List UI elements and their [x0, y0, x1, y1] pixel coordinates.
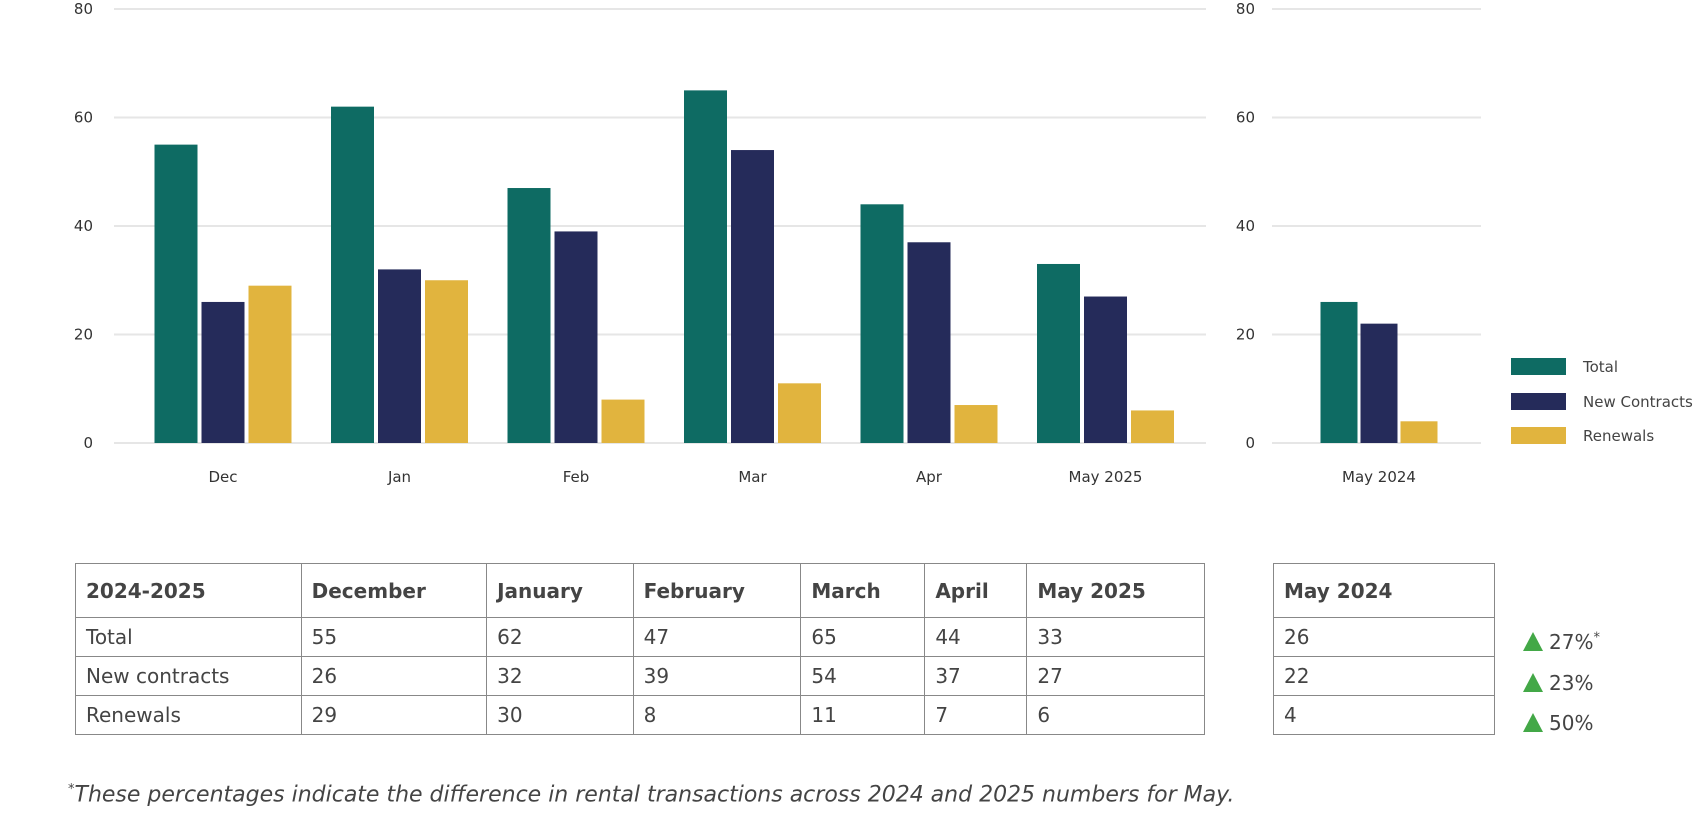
bar-new-contracts	[378, 269, 421, 443]
table-row: Total 55 62 47 65 44 33	[75, 617, 1205, 657]
table-cell: 33	[1026, 617, 1205, 657]
table-cell: 6	[1026, 695, 1205, 735]
footnote: *These percentages indicate the differen…	[68, 782, 1234, 807]
legend-label: Renewals	[1583, 427, 1654, 445]
x-tick-label: Apr	[916, 468, 943, 486]
table-header-row: 2024-2025 December January February March Apr…	[75, 563, 1205, 618]
column-header: April	[924, 563, 1028, 618]
table-row: New contracts 26 32 39 54 37 27	[75, 656, 1205, 696]
bar-new-contracts	[1360, 323, 1398, 443]
y-tick-label: 20	[1236, 326, 1255, 344]
x-tick-label: May 2024	[1342, 468, 1416, 486]
change-value: 27%	[1549, 630, 1594, 654]
table-cell: 44	[924, 617, 1028, 657]
column-header: March	[800, 563, 926, 618]
up-arrow-icon	[1523, 632, 1543, 651]
y-tick-label: 60	[74, 109, 93, 127]
table-cell: 26	[300, 656, 488, 696]
table-cell: 11	[800, 695, 926, 735]
table-cell: 30	[486, 695, 634, 735]
bar-new-contracts	[201, 301, 245, 443]
may-2024-new-contracts: 22	[1273, 656, 1495, 696]
y-tick-label: 0	[83, 434, 93, 452]
x-tick-label: Jan	[387, 468, 411, 486]
y-tick-label: 40	[74, 217, 93, 235]
bar-chart: 0 20 40 60 80 Dec Jan Feb Mar Apr May 2025 0 20 40 60 8…	[74, 0, 1693, 486]
footnote-mark: *	[68, 782, 75, 797]
legend-swatch	[1511, 393, 1566, 410]
legend-swatch	[1511, 427, 1566, 444]
bar-renewals	[248, 285, 292, 443]
change-total: 27%*	[1523, 630, 1600, 654]
bar-total	[860, 204, 904, 443]
change-renewals: 50%	[1523, 711, 1593, 735]
table-cell: 37	[924, 656, 1028, 696]
row-label: Total	[75, 617, 302, 657]
data-table: 2024-2025 December January February March Apr…	[75, 563, 1205, 735]
y-tick-label: 80	[74, 0, 93, 18]
table-cell: 29	[300, 695, 488, 735]
table-cell: 65	[800, 617, 926, 657]
bar-total	[684, 90, 727, 443]
x-tick-label: Mar	[738, 468, 767, 486]
table-cell: 8	[632, 695, 802, 735]
bar-renewals	[425, 280, 468, 443]
may-2024-total: 26	[1273, 617, 1495, 657]
bar-total	[331, 106, 374, 444]
table-cell: 55	[300, 617, 488, 657]
table-cell: 27	[1026, 656, 1205, 696]
table-cell: 39	[632, 656, 802, 696]
table-cell: 32	[486, 656, 634, 696]
column-header: 2024-2025	[75, 563, 302, 618]
bar-total	[154, 144, 198, 443]
change-value: 23%	[1549, 671, 1594, 695]
column-header: February	[632, 563, 802, 618]
table-cell: 7	[924, 695, 1028, 735]
bar-total	[1320, 301, 1358, 443]
y-tick-label: 0	[1245, 434, 1255, 452]
change-value: 50%	[1549, 711, 1594, 735]
legend-label: New Contracts	[1583, 393, 1693, 411]
up-arrow-icon	[1523, 673, 1543, 692]
bar-renewals	[954, 405, 998, 443]
change-new-contracts: 23%	[1523, 671, 1593, 695]
legend-label: Total	[1582, 358, 1618, 376]
bar-new-contracts	[907, 242, 951, 443]
column-header: January	[486, 563, 634, 618]
y-tick-label: 20	[74, 326, 93, 344]
row-label: New contracts	[75, 656, 302, 696]
bar-renewals	[778, 383, 821, 443]
may-2024-header: May 2024	[1273, 563, 1495, 618]
x-tick-label: Dec	[208, 468, 237, 486]
bar-total	[1037, 263, 1080, 443]
y-tick-label: 60	[1236, 109, 1255, 127]
x-tick-label: Feb	[563, 468, 590, 486]
footnote-text: These percentages indicate the differenc…	[74, 782, 1235, 808]
row-label: Renewals	[75, 695, 302, 735]
table-cell: 47	[632, 617, 802, 657]
footnote-mark: *	[1593, 630, 1600, 646]
bar-total	[507, 188, 551, 443]
table-cell: 54	[800, 656, 926, 696]
table-cell: 62	[486, 617, 634, 657]
bar-new-contracts	[731, 150, 774, 444]
column-header: December	[300, 563, 488, 618]
y-tick-label: 40	[1236, 217, 1255, 235]
up-arrow-icon	[1523, 713, 1543, 732]
legend-swatch	[1511, 358, 1566, 375]
table-row: Renewals 29 30 8 11 7 6	[75, 695, 1205, 735]
column-header: May 2025	[1026, 563, 1205, 618]
bar-new-contracts	[1084, 296, 1127, 443]
bar-renewals	[601, 399, 645, 443]
may-2024-table: May 2024 26 22 4	[1273, 563, 1495, 735]
may-2024-renewals: 4	[1273, 695, 1495, 735]
y-tick-label: 80	[1236, 0, 1255, 18]
bar-renewals	[1400, 421, 1438, 443]
x-tick-label: May 2025	[1069, 468, 1143, 486]
bar-new-contracts	[554, 231, 598, 443]
bar-renewals	[1131, 410, 1174, 443]
